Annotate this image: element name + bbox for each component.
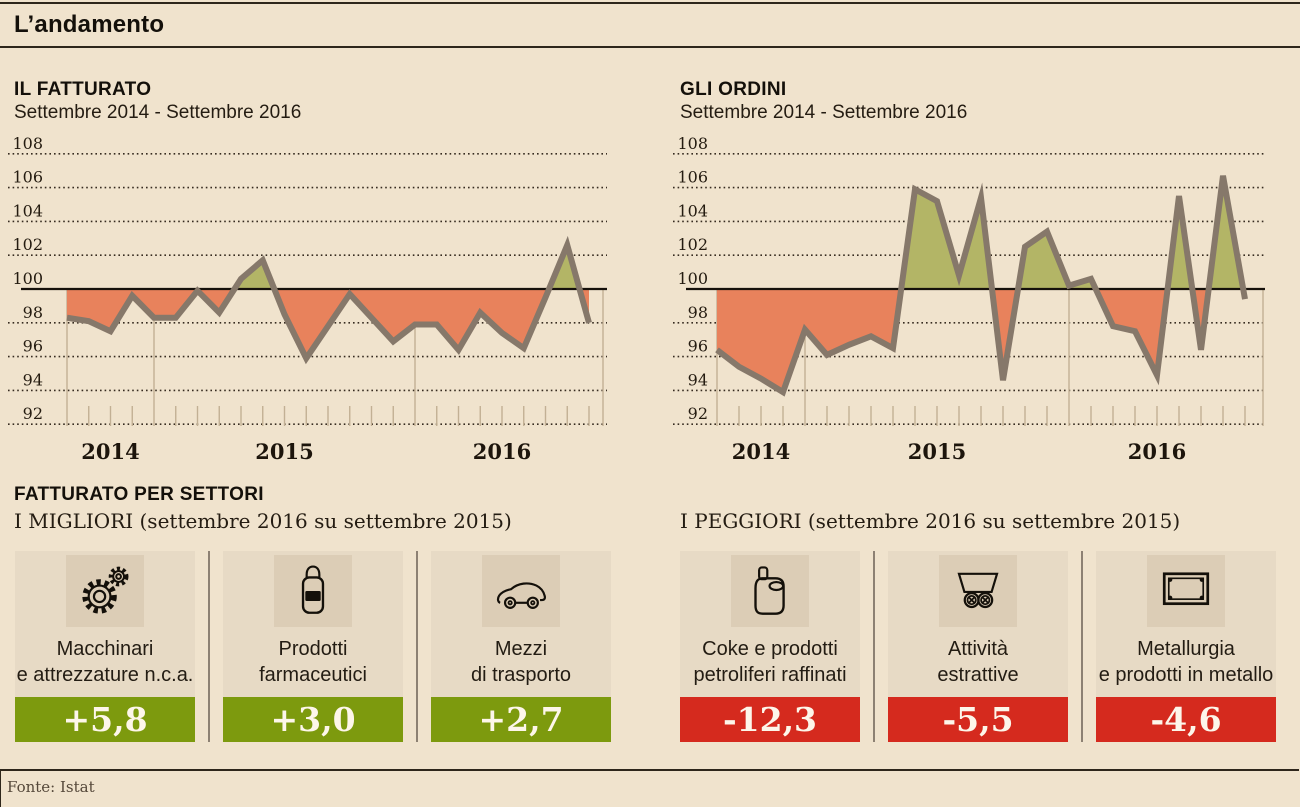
svg-text:94: 94	[688, 370, 708, 389]
svg-text:106: 106	[12, 168, 43, 187]
tile-label: Metallurgia e prodotti in metallo	[1098, 638, 1274, 686]
svg-text:2014: 2014	[81, 439, 139, 464]
svg-text:108: 108	[677, 134, 708, 153]
fatturato-subtitle: Settembre 2014 - Settembre 2016	[14, 102, 302, 123]
tile-label: Coke e prodotti petroliferi raffinati	[693, 638, 847, 686]
sector-tile-metallurgia: Metallurgia e prodotti in metallo -4,6	[1096, 551, 1276, 742]
svg-text:98: 98	[23, 303, 43, 322]
car-icon	[482, 555, 560, 627]
svg-text:2014: 2014	[732, 439, 790, 464]
tile-body: Coke e prodotti petroliferi raffinati	[680, 551, 860, 697]
value-band: +5,8	[15, 697, 195, 742]
tile-body: Mezzi di trasporto	[431, 551, 611, 697]
tile-body: Attività estrattive	[888, 551, 1068, 697]
fatturato-chart: 108 106 104 102 100 98 96 94 92 2014 2015 2016	[8, 134, 607, 464]
sector-tile-farmaceutici: Prodotti farmaceutici +3,0	[223, 551, 403, 742]
svg-text:106: 106	[677, 168, 708, 187]
tile-body: Macchinari e attrezzature n.c.a.	[15, 551, 195, 697]
svg-text:92: 92	[688, 404, 708, 423]
gears-icon	[66, 555, 144, 627]
svg-text:98: 98	[688, 303, 708, 322]
svg-text:2015: 2015	[908, 439, 966, 464]
value-band: -4,6	[1096, 697, 1276, 742]
svg-text:104: 104	[677, 201, 708, 220]
ordini-heading: GLI ORDINI	[680, 79, 787, 100]
tile-body: Metallurgia e prodotti in metallo	[1096, 551, 1276, 697]
tile-divider	[873, 551, 875, 742]
svg-text:102: 102	[12, 235, 43, 254]
worst-group-label: I PEGGIORI (settembre 2016 su settembre …	[680, 509, 1181, 533]
sectors-heading: FATTURATO PER SETTORI	[14, 484, 264, 505]
tile-label: Macchinari e attrezzature n.c.a.	[16, 638, 194, 686]
tile-body: Prodotti farmaceutici	[223, 551, 403, 697]
page-title: L’andamento	[14, 11, 165, 38]
medicine-bottle-icon	[274, 555, 352, 627]
metal-plate-icon	[1147, 555, 1225, 627]
source-box: Fonte: Istat	[0, 769, 1299, 807]
value-band: +2,7	[431, 697, 611, 742]
tile-label: Prodotti farmaceutici	[259, 638, 367, 686]
sector-tile-estrattive: Attività estrattive -5,5	[888, 551, 1068, 742]
svg-text:96: 96	[23, 337, 43, 356]
svg-text:104: 104	[12, 201, 43, 220]
svg-text:92: 92	[23, 404, 43, 423]
source-text: Fonte: Istat	[7, 778, 95, 796]
svg-text:100: 100	[677, 269, 708, 288]
mine-cart-icon	[939, 555, 1017, 627]
tile-divider	[208, 551, 210, 742]
jerrycan-icon	[731, 555, 809, 627]
svg-text:96: 96	[688, 337, 708, 356]
svg-text:2016: 2016	[473, 439, 531, 464]
sector-tile-trasporto: Mezzi di trasporto +2,7	[431, 551, 611, 742]
sector-tile-coke-petroliferi: Coke e prodotti petroliferi raffinati -1…	[680, 551, 860, 742]
sector-tile-macchinari: Macchinari e attrezzature n.c.a. +5,8	[15, 551, 195, 742]
value-band: -5,5	[888, 697, 1068, 742]
title-underline-rule	[0, 46, 1300, 48]
fatturato-heading: IL FATTURATO	[14, 79, 152, 100]
tile-divider	[1081, 551, 1083, 742]
tile-label: Attività estrattive	[937, 638, 1019, 686]
value-band: +3,0	[223, 697, 403, 742]
ordini-chart: 108 106 104 102 100 98 96 94 92 2014 2015 2016	[673, 134, 1265, 464]
ordini-subtitle: Settembre 2014 - Settembre 2016	[680, 102, 968, 123]
best-group-label: I MIGLIORI (settembre 2016 su settembre …	[14, 509, 512, 533]
tile-label: Mezzi di trasporto	[470, 638, 572, 686]
svg-text:108: 108	[12, 134, 43, 153]
svg-text:2015: 2015	[255, 439, 313, 464]
tile-divider	[416, 551, 418, 742]
svg-text:102: 102	[677, 235, 708, 254]
value-band: -12,3	[680, 697, 860, 742]
svg-text:94: 94	[23, 370, 43, 389]
svg-text:100: 100	[12, 269, 43, 288]
top-rule	[0, 2, 1300, 4]
svg-text:2016: 2016	[1128, 439, 1186, 464]
